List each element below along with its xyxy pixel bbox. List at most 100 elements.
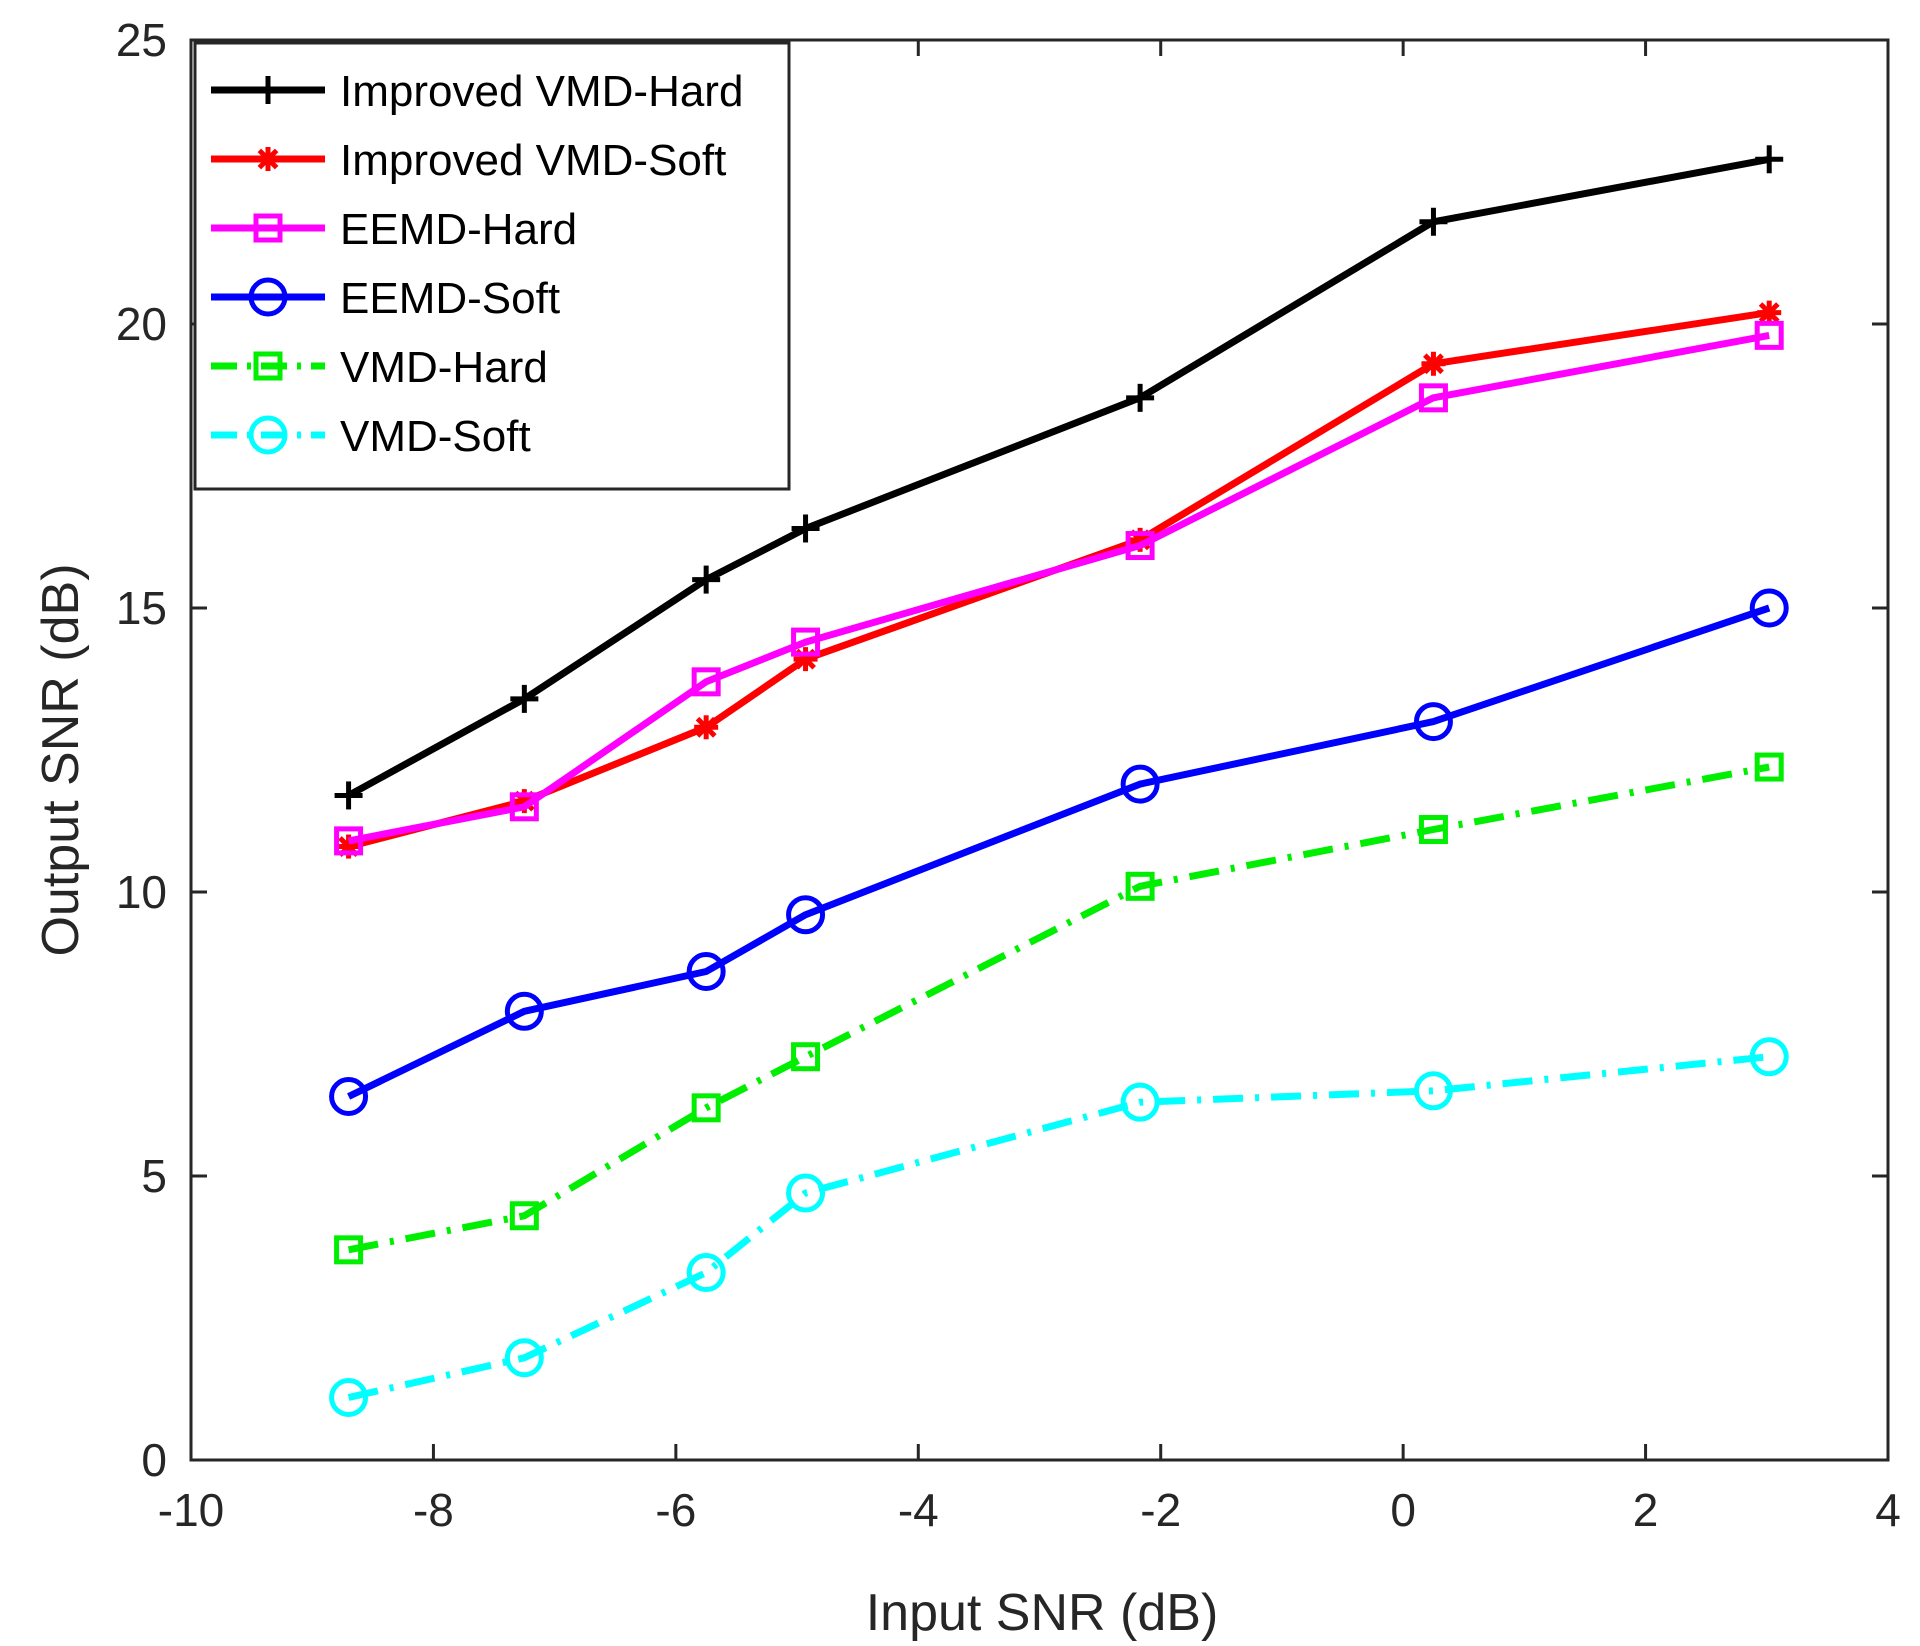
data-point bbox=[791, 514, 820, 543]
circle-marker bbox=[1749, 588, 1789, 628]
square-marker bbox=[1754, 320, 1784, 350]
circle-marker bbox=[248, 415, 288, 455]
circle-marker bbox=[1413, 702, 1453, 742]
legend-label: EEMD-Hard bbox=[340, 205, 577, 254]
y-tick-label: 0 bbox=[141, 1434, 167, 1486]
data-point bbox=[1413, 702, 1453, 742]
axes-layer: -10 -8 -6 -4 -2 0 2 4 0 5 10 15 20 25 bbox=[116, 14, 1901, 1536]
y-tick-label: 25 bbox=[116, 14, 167, 66]
data-point bbox=[1749, 588, 1789, 628]
data-point bbox=[793, 647, 818, 672]
data-point bbox=[509, 792, 539, 822]
circle-marker bbox=[504, 991, 544, 1031]
data-point bbox=[329, 1378, 369, 1418]
x-tick-label: 4 bbox=[1875, 1484, 1901, 1536]
y-tick-label: 5 bbox=[141, 1150, 167, 1202]
data-point bbox=[691, 667, 721, 697]
series-eemd-hard bbox=[334, 320, 1784, 856]
circle-marker bbox=[504, 1338, 544, 1378]
legend-box bbox=[193, 41, 791, 491]
series-layer bbox=[329, 145, 1789, 1418]
data-point bbox=[1755, 145, 1784, 174]
data-point bbox=[1418, 815, 1448, 845]
axes-box bbox=[189, 38, 1890, 1462]
data-point bbox=[686, 1253, 726, 1293]
data-point bbox=[786, 1173, 826, 1213]
circle-marker bbox=[1120, 764, 1160, 804]
circle-marker bbox=[1120, 1082, 1160, 1122]
data-point bbox=[334, 781, 363, 810]
data-point bbox=[1754, 320, 1784, 350]
y-tick-label: 20 bbox=[116, 298, 167, 350]
circle-marker bbox=[786, 895, 826, 935]
x-tick-label: -8 bbox=[413, 1484, 454, 1536]
square-marker bbox=[1418, 383, 1448, 413]
square-marker bbox=[1125, 871, 1155, 901]
square-marker bbox=[691, 1093, 721, 1123]
square-marker bbox=[509, 1201, 539, 1231]
legend-label: VMD-Hard bbox=[340, 343, 548, 392]
data-point bbox=[694, 715, 719, 740]
square-marker bbox=[1125, 531, 1155, 561]
square-marker bbox=[791, 1042, 821, 1072]
asterisk-marker-d2 bbox=[1758, 302, 1780, 324]
circle-marker bbox=[786, 1173, 826, 1213]
data-point bbox=[1421, 351, 1446, 376]
data-point bbox=[1749, 1037, 1789, 1077]
data-point bbox=[791, 1042, 821, 1072]
x-tick-label: -10 bbox=[158, 1484, 224, 1536]
y-axis-label: Output SNR (dB) bbox=[32, 563, 90, 956]
circle-marker bbox=[248, 277, 288, 317]
asterisk-marker-d2 bbox=[695, 716, 717, 738]
legend-label: Improved VMD-Soft bbox=[340, 136, 726, 185]
series-line bbox=[347, 763, 1770, 1254]
asterisk-marker-d2 bbox=[257, 148, 279, 170]
x-tick-label: 0 bbox=[1390, 1484, 1416, 1536]
data-point bbox=[1125, 871, 1155, 901]
data-point bbox=[504, 991, 544, 1031]
data-point bbox=[509, 1201, 539, 1231]
legend-label: EEMD-Soft bbox=[340, 274, 560, 323]
x-tick-label: -4 bbox=[898, 1484, 939, 1536]
square-marker bbox=[509, 792, 539, 822]
legend-label: VMD-Soft bbox=[340, 412, 531, 461]
legend-entry: EEMD-Hard bbox=[211, 205, 577, 254]
data-point bbox=[1126, 383, 1155, 412]
square-marker bbox=[253, 351, 283, 381]
x-axis-label: Input SNR (dB) bbox=[866, 1584, 1219, 1642]
data-point bbox=[510, 684, 539, 713]
legend-entry: VMD-Hard bbox=[211, 343, 548, 392]
series-improved-vmd-hard bbox=[334, 145, 1784, 810]
data-point bbox=[786, 895, 826, 935]
data-point bbox=[1757, 300, 1782, 325]
circle-marker bbox=[329, 1378, 369, 1418]
square-marker bbox=[1754, 752, 1784, 782]
x-tick-label: 2 bbox=[1633, 1484, 1659, 1536]
data-point bbox=[686, 952, 726, 992]
legend-label: Improved VMD-Hard bbox=[340, 67, 743, 116]
circle-marker bbox=[329, 1076, 369, 1116]
data-point bbox=[691, 1093, 721, 1123]
data-point bbox=[334, 826, 364, 856]
circle-marker bbox=[686, 952, 726, 992]
y-tick-label: 10 bbox=[116, 866, 167, 918]
square-marker bbox=[253, 213, 283, 243]
data-point bbox=[1419, 207, 1448, 236]
data-point bbox=[1120, 1082, 1160, 1122]
legend: Improved VMD-Hard Improved VMD-Soft EEMD-H… bbox=[193, 41, 791, 491]
square-marker bbox=[791, 627, 821, 657]
x-tick-label: -6 bbox=[655, 1484, 696, 1536]
data-point bbox=[791, 627, 821, 657]
data-point bbox=[1418, 383, 1448, 413]
x-tick-label: -2 bbox=[1140, 1484, 1181, 1536]
data-point bbox=[329, 1076, 369, 1116]
square-marker bbox=[334, 826, 364, 856]
data-point bbox=[692, 565, 721, 594]
legend-entry: Improved VMD-Hard bbox=[211, 67, 743, 116]
data-point bbox=[1120, 764, 1160, 804]
data-point bbox=[1125, 531, 1155, 561]
series-vmd-hard bbox=[334, 752, 1784, 1265]
series-line bbox=[347, 331, 1770, 845]
data-point bbox=[504, 1338, 544, 1378]
data-point bbox=[334, 1235, 364, 1265]
